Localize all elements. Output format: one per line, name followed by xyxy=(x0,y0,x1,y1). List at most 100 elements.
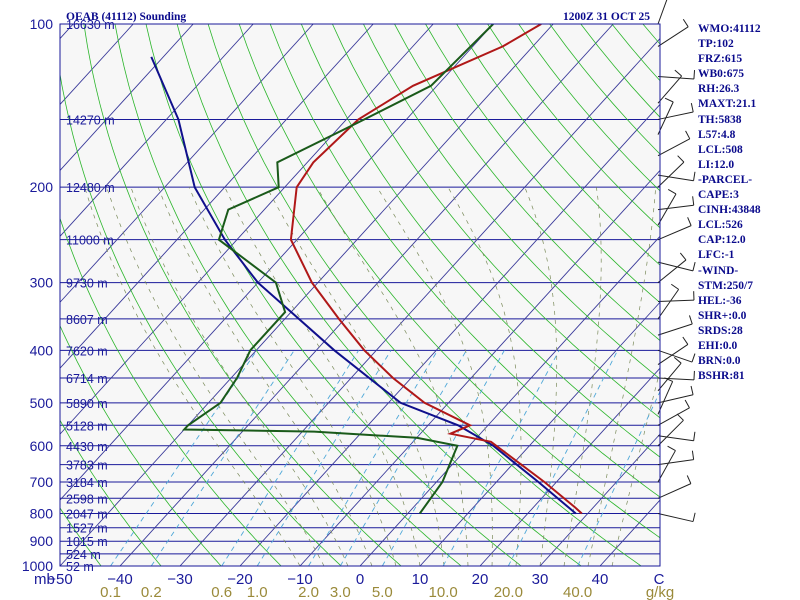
isotherm-line xyxy=(60,24,494,501)
wind-barb xyxy=(657,413,684,447)
mixing-ratio-label: 3.0 xyxy=(330,584,351,600)
index-line: CINH:43848 xyxy=(698,204,761,217)
wind-barb-feather xyxy=(670,283,679,290)
wind-barb-staff xyxy=(657,261,694,272)
height-label: 4430 m xyxy=(66,440,108,454)
height-label: 3184 m xyxy=(66,476,108,490)
wind-barb-feather xyxy=(692,261,696,271)
wind-barb xyxy=(657,217,692,241)
wind-barb-feather xyxy=(664,97,674,103)
temperature-tick-label: −20 xyxy=(227,571,252,588)
wind-barb-feather xyxy=(693,70,696,80)
wind-barb xyxy=(657,19,689,47)
temperature-tick-label: −50 xyxy=(47,571,72,588)
index-line: WB0:675 xyxy=(698,68,744,81)
pressure-unit-label: mb xyxy=(34,571,55,588)
wind-barb-staff xyxy=(657,459,694,466)
wind-barb-staff xyxy=(657,450,676,483)
isotherm-line xyxy=(60,24,314,303)
wind-barb xyxy=(657,512,696,523)
height-label: 8607 m xyxy=(66,313,108,327)
wind-barb-staff xyxy=(657,75,682,104)
index-line: CAP:12.0 xyxy=(698,234,746,247)
pressure-tick-label: 300 xyxy=(30,275,54,291)
moist-adiabat xyxy=(316,187,469,566)
index-line: -WIND- xyxy=(698,264,739,277)
temperature-unit-label: C xyxy=(654,571,665,588)
wind-barb xyxy=(657,399,690,426)
wind-barb-staff xyxy=(657,349,693,363)
temperature-tick-label: −10 xyxy=(287,571,312,588)
isotherm-line xyxy=(60,24,194,172)
height-label: 6714 m xyxy=(66,372,108,386)
dry-adiabat xyxy=(425,24,660,304)
moist-adiabat xyxy=(587,187,657,566)
isotherm-line xyxy=(359,235,660,566)
wind-barb xyxy=(657,431,696,442)
index-line: TH:5838 xyxy=(698,113,742,126)
moist-adiabat xyxy=(524,187,558,566)
isotherm-line xyxy=(479,367,660,566)
index-line: TP:102 xyxy=(698,38,734,51)
wind-barb-feather xyxy=(677,155,685,163)
index-line: STM:250/7 xyxy=(698,279,753,292)
mixing-ratio-line xyxy=(308,350,439,566)
mixing-ratio-label: 5.0 xyxy=(372,584,393,600)
index-line: RH:26.3 xyxy=(698,83,740,96)
wind-barb-feather xyxy=(684,399,690,409)
wind-barb-feather xyxy=(690,385,694,395)
height-label: 11000 m xyxy=(66,234,114,248)
mixing-ratio-label: 0.1 xyxy=(100,584,121,600)
dry-adiabat xyxy=(60,217,282,566)
wind-barb-feather xyxy=(692,512,696,522)
wind-barb xyxy=(657,130,691,157)
wind-barb-staff xyxy=(657,362,682,392)
wind-barb-feather xyxy=(667,189,677,195)
pressure-tick-label: 400 xyxy=(30,342,54,358)
height-label: 2598 m xyxy=(66,492,108,506)
wind-barb-staff xyxy=(657,26,689,47)
wind-barb-staff xyxy=(657,323,693,336)
dry-adiabat xyxy=(238,24,660,539)
dry-adiabat xyxy=(394,24,660,342)
wind-barb-feather xyxy=(690,103,694,113)
pressure-tick-label: 1000 xyxy=(22,558,53,574)
wind-barb xyxy=(657,261,696,272)
wind-barb-staff xyxy=(657,259,687,283)
wind-barb-feather xyxy=(679,252,687,261)
mixing-ratio-label: 10.0 xyxy=(429,584,458,600)
moist-adiabat xyxy=(447,187,522,566)
isotherm-line xyxy=(179,37,660,566)
dry-adiabat xyxy=(363,24,660,380)
mixing-ratio-line xyxy=(442,350,560,566)
pressure-tick-label: 700 xyxy=(30,474,54,490)
temperature-tick-label: 10 xyxy=(412,571,429,588)
plot-background xyxy=(60,24,660,566)
dry-adiabat xyxy=(60,507,102,566)
chart-title: OEAB (41112) Sounding xyxy=(66,11,186,23)
height-label: 2047 m xyxy=(66,507,108,521)
wind-barb xyxy=(657,315,693,336)
temperature-tick-label: −30 xyxy=(167,571,192,588)
wind-barb-staff xyxy=(657,174,694,182)
temperature-tick-label: 30 xyxy=(532,571,549,588)
moist-adiabat xyxy=(376,187,493,566)
wind-barb xyxy=(657,171,696,182)
temperature-tick-label: 0 xyxy=(356,571,364,588)
moist-adiabat xyxy=(106,187,325,566)
temperature-trace xyxy=(289,24,583,515)
height-label: 7620 m xyxy=(66,344,108,358)
pressure-tick-label: 600 xyxy=(30,438,54,454)
pressure-tick-label: 900 xyxy=(30,533,54,549)
moist-adiabat xyxy=(266,187,445,566)
index-line: EHI:0.0 xyxy=(698,339,738,352)
wind-barb-feather xyxy=(676,413,684,421)
wind-barb-staff xyxy=(657,289,680,320)
wind-barb-staff xyxy=(657,407,690,426)
wind-barb-staff xyxy=(657,225,692,241)
index-line: FRZ:615 xyxy=(698,53,743,66)
wind-barb-staff xyxy=(657,299,694,302)
wind-barb xyxy=(657,189,677,226)
wind-barb-feather xyxy=(687,217,692,226)
wind-barb-feather xyxy=(674,69,682,77)
